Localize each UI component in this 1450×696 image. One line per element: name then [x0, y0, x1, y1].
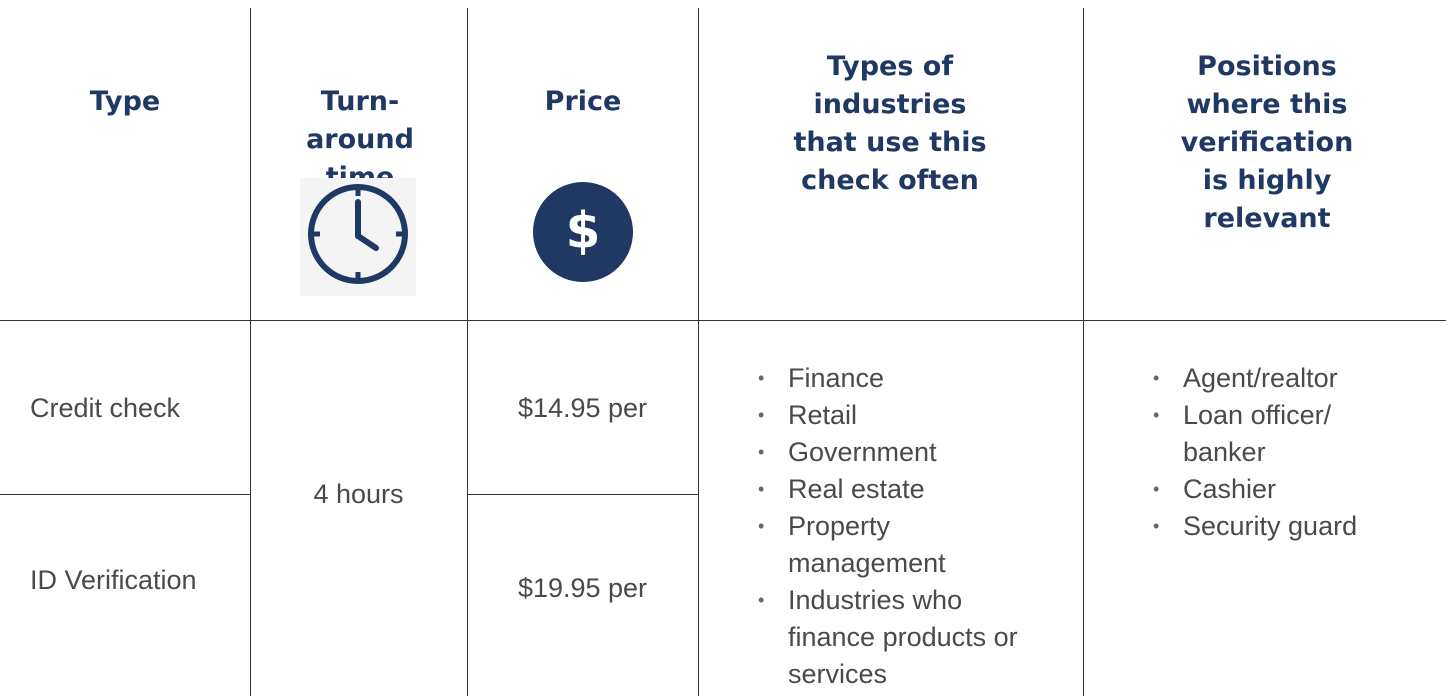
list-item: Finance [758, 360, 1033, 397]
price-cell: $19.95 per [517, 573, 648, 603]
list-item: Property management [758, 508, 1033, 582]
turnaround-cell: 4 hours [313, 479, 404, 509]
header-cell: Types of industries that use this check oft… [793, 48, 986, 200]
col-line [698, 8, 699, 696]
list-item: Loan officer/ banker [1153, 397, 1383, 471]
header-line-text: where this [1186, 89, 1348, 120]
header-line-text: Price [544, 86, 622, 117]
header-line [0, 320, 1446, 321]
list-item: Industries who finance products or servi… [758, 582, 1033, 693]
header-line-text: around [306, 124, 414, 155]
list-item: Real estate [758, 471, 1033, 508]
svg-text:$: $ [566, 202, 601, 260]
col-line [1083, 8, 1084, 696]
list-item: Retail [758, 397, 1033, 434]
header-cell: Type [90, 83, 160, 121]
col-line [250, 8, 251, 696]
header-line-text: Type [89, 86, 161, 117]
header-line-text: check often [801, 165, 979, 196]
list-item: Government [758, 434, 1033, 471]
clock-icon [300, 178, 416, 296]
header-cell: Price [545, 83, 622, 121]
list-item: Security guard [1153, 508, 1383, 545]
row-line [0, 494, 250, 495]
header-line-text: is highly [1202, 165, 1332, 196]
header-line-text: verification [1180, 127, 1354, 158]
industries-list: FinanceRetailGovernmentReal estateProper… [758, 360, 1033, 693]
header-line-text: Turn- [320, 86, 400, 117]
type-cell: ID Verification [30, 565, 197, 595]
header-line-text: that use this [793, 127, 987, 158]
col-line [467, 8, 468, 696]
type-cell: Credit check [30, 393, 181, 423]
positions-list: Agent/realtorLoan officer/ bankerCashier… [1153, 360, 1383, 545]
header-cell: Turn-around time [306, 83, 414, 197]
dollar-icon: $ [533, 182, 633, 282]
header-line-text: Types of [826, 51, 954, 82]
header-line-text: Positions [1197, 51, 1337, 82]
header-line-text: industries [813, 89, 967, 120]
row-line [467, 494, 698, 495]
list-item: Cashier [1153, 471, 1383, 508]
header-cell: Positions where this verification is highly… [1181, 48, 1354, 238]
list-item: Agent/realtor [1153, 360, 1383, 397]
header-line-text: relevant [1203, 203, 1331, 234]
price-cell: $14.95 per [517, 393, 648, 423]
